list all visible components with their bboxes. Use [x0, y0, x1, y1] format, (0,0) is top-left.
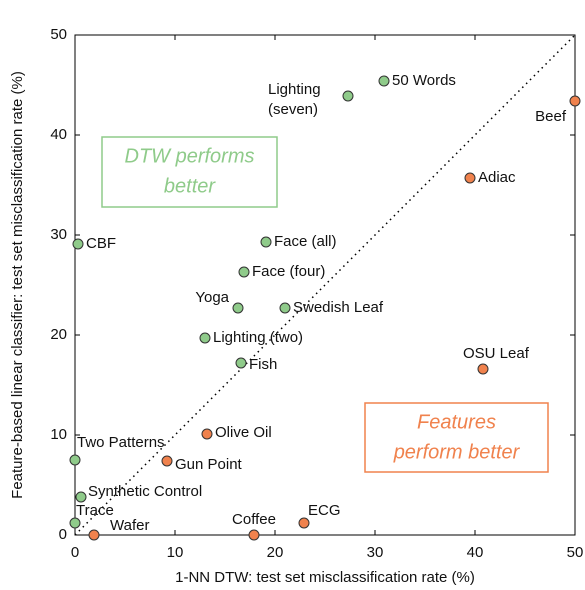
point	[69, 454, 81, 466]
y-tick-label: 40	[50, 126, 67, 143]
plot-frame	[74, 34, 576, 536]
point-label: Adiac	[478, 169, 516, 186]
point	[201, 428, 213, 440]
annotation-box	[101, 136, 278, 208]
point	[235, 357, 247, 369]
point	[477, 363, 489, 375]
point-label: Lighting	[268, 81, 321, 98]
x-tick-label: 50	[567, 544, 584, 561]
y-tick-label: 10	[50, 426, 67, 443]
point-label: Coffee	[232, 511, 276, 528]
annotation-text: perform better	[393, 441, 521, 463]
point	[75, 491, 87, 503]
point-label: Lighting (two)	[213, 329, 303, 346]
diagonal	[74, 34, 576, 536]
x-tick-label: 20	[267, 544, 284, 561]
point-label: Two Patterns	[77, 434, 165, 451]
x-tick-label: 40	[467, 544, 484, 561]
point-label: Face (all)	[274, 233, 337, 250]
point-label: Swedish Leaf	[293, 299, 384, 316]
point-label: Olive Oil	[215, 424, 272, 441]
point-label: CBF	[86, 235, 116, 252]
point	[69, 517, 81, 529]
point-label: Face (four)	[252, 263, 325, 280]
point	[199, 332, 211, 344]
y-tick-label: 50	[50, 26, 67, 43]
point-label: Trace	[76, 502, 114, 519]
point	[161, 455, 173, 467]
point-label: Fish	[249, 356, 277, 373]
point-label: Gun Point	[175, 456, 243, 473]
y-tick-label: 20	[50, 326, 67, 343]
y-tick-label: 0	[59, 526, 67, 543]
point	[378, 75, 390, 87]
x-tick-label: 10	[167, 544, 184, 561]
x-tick-label: 0	[71, 544, 79, 561]
y-tick-label: 30	[50, 226, 67, 243]
annotation-text: Features	[417, 411, 496, 433]
annotation-text: better	[164, 175, 216, 197]
x-axis-label: 1-NN DTW: test set misclassification rat…	[175, 569, 475, 586]
point	[248, 529, 260, 541]
point	[88, 529, 100, 541]
point	[569, 95, 581, 107]
point-label: Synthetic Control	[88, 483, 202, 500]
point-label: Beef	[535, 108, 567, 125]
point-label: ECG	[308, 502, 341, 519]
point	[464, 172, 476, 184]
x-tick-label: 30	[367, 544, 384, 561]
point-label: 50 Words	[392, 72, 456, 89]
annotation-text: DTW performs	[125, 145, 255, 167]
point	[72, 238, 84, 250]
point	[232, 302, 244, 314]
point-label: (seven)	[268, 101, 318, 118]
point	[238, 266, 250, 278]
point-label: Wafer	[110, 517, 149, 534]
annotation-box	[364, 402, 549, 473]
point	[298, 517, 310, 529]
point	[279, 302, 291, 314]
y-axis-label: Feature-based linear classifier: test se…	[9, 71, 26, 499]
point	[260, 236, 272, 248]
point-label: OSU Leaf	[463, 345, 530, 362]
point	[342, 90, 354, 102]
point-label: Yoga	[195, 289, 229, 306]
